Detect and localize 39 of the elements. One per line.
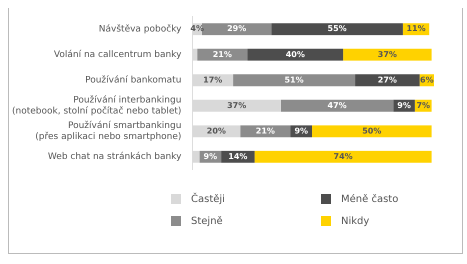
legend-label: Častěji — [191, 194, 225, 204]
data-label: 14% — [228, 152, 248, 161]
data-label: 50% — [362, 126, 382, 136]
bar — [247, 48, 344, 61]
y-tick-label: Web chat na stránkách banky — [48, 151, 182, 162]
data-label: 11% — [406, 24, 426, 34]
data-label: 21% — [256, 126, 275, 136]
data-label: 37% — [378, 50, 397, 59]
data-label: 51% — [284, 75, 304, 84]
bar — [312, 125, 432, 138]
data-label: 47% — [328, 100, 347, 110]
data-label: 17% — [203, 75, 222, 84]
y-tick-label: Návštěva pobočky — [98, 24, 182, 35]
data-label: 21% — [212, 50, 232, 59]
bar — [280, 100, 394, 112]
legend-label: Nikdy — [341, 216, 370, 226]
y-tick-label: Používání interbankingu (notebook, stolní počítač nebo tablet) — [12, 94, 182, 117]
bar — [271, 23, 403, 36]
bar — [197, 48, 248, 61]
data-label: 29% — [227, 24, 246, 34]
data-label: 9% — [204, 152, 218, 161]
bar — [254, 150, 432, 163]
data-label: 6% — [420, 75, 434, 84]
data-label: 20% — [206, 126, 226, 136]
data-label: 27% — [378, 75, 397, 84]
data-label: 55% — [328, 24, 347, 34]
y-tick-label: Volání na callcentrum banky — [54, 49, 182, 60]
bar — [233, 74, 356, 86]
y-tick-label: Používání smartbankingu (přes aplikaci nebo smartphone) — [35, 120, 182, 142]
legend-label: Stejně — [191, 216, 223, 226]
data-label: 9% — [397, 100, 411, 110]
data-label: 74% — [334, 152, 353, 161]
data-label: 37% — [227, 100, 246, 110]
data-label: 9% — [294, 126, 308, 136]
data-label: 40% — [286, 50, 305, 59]
y-tick-label: Používání bankomatu — [85, 74, 182, 86]
legend-label: Méně často — [341, 194, 398, 204]
data-label: 7% — [416, 100, 430, 110]
bar — [343, 48, 432, 61]
